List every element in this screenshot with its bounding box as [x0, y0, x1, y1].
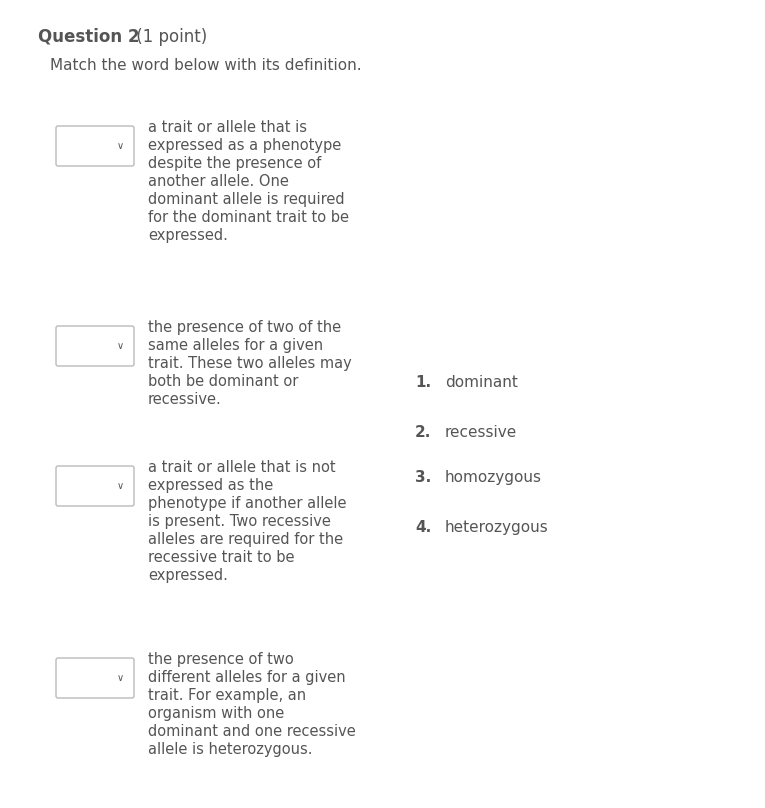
Text: dominant and one recessive: dominant and one recessive [148, 724, 356, 739]
Text: both be dominant or: both be dominant or [148, 374, 298, 389]
Text: trait. For example, an: trait. For example, an [148, 688, 306, 703]
Text: despite the presence of: despite the presence of [148, 156, 321, 171]
Text: is present. Two recessive: is present. Two recessive [148, 514, 331, 529]
Text: 2.: 2. [415, 425, 431, 440]
Text: same alleles for a given: same alleles for a given [148, 338, 323, 353]
Text: dominant allele is required: dominant allele is required [148, 192, 344, 207]
Text: 4.: 4. [415, 520, 431, 535]
Text: heterozygous: heterozygous [445, 520, 549, 535]
Text: ∨: ∨ [116, 673, 124, 683]
Text: ∨: ∨ [116, 341, 124, 351]
Text: 1.: 1. [415, 375, 431, 390]
Text: for the dominant trait to be: for the dominant trait to be [148, 210, 349, 225]
Text: ∨: ∨ [116, 141, 124, 151]
Text: expressed.: expressed. [148, 228, 228, 243]
Text: another allele. One: another allele. One [148, 174, 289, 189]
Text: homozygous: homozygous [445, 470, 542, 485]
Text: the presence of two of the: the presence of two of the [148, 320, 341, 335]
Text: trait. These two alleles may: trait. These two alleles may [148, 356, 352, 371]
Text: expressed.: expressed. [148, 568, 228, 583]
Text: expressed as a phenotype: expressed as a phenotype [148, 138, 341, 153]
Text: allele is heterozygous.: allele is heterozygous. [148, 742, 312, 757]
Text: (1 point): (1 point) [131, 28, 207, 46]
Text: alleles are required for the: alleles are required for the [148, 532, 343, 547]
Text: Match the word below with its definition.: Match the word below with its definition… [50, 58, 362, 73]
Text: recessive trait to be: recessive trait to be [148, 550, 295, 565]
FancyBboxPatch shape [56, 658, 134, 698]
Text: recessive: recessive [445, 425, 517, 440]
Text: different alleles for a given: different alleles for a given [148, 670, 346, 685]
Text: ∨: ∨ [116, 481, 124, 491]
FancyBboxPatch shape [56, 126, 134, 166]
FancyBboxPatch shape [56, 466, 134, 506]
Text: a trait or allele that is not: a trait or allele that is not [148, 460, 336, 475]
Text: phenotype if another allele: phenotype if another allele [148, 496, 347, 511]
Text: recessive.: recessive. [148, 392, 222, 407]
Text: the presence of two: the presence of two [148, 652, 294, 667]
Text: a trait or allele that is: a trait or allele that is [148, 120, 307, 135]
Text: dominant: dominant [445, 375, 518, 390]
Text: Question 2: Question 2 [38, 28, 139, 46]
Text: expressed as the: expressed as the [148, 478, 273, 493]
FancyBboxPatch shape [56, 326, 134, 366]
Text: 3.: 3. [415, 470, 431, 485]
Text: organism with one: organism with one [148, 706, 285, 721]
